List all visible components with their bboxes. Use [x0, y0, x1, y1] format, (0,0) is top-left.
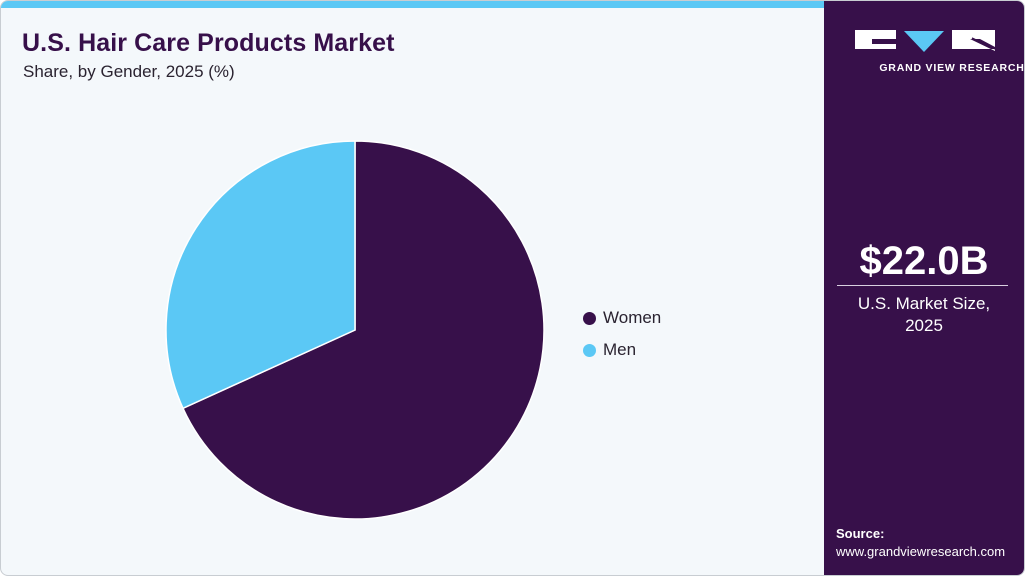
logo-text: GRAND VIEW RESEARCH [879, 62, 1025, 74]
pie-slice-women [181, 140, 545, 520]
market-size-label: U.S. Market Size, 2025 [824, 293, 1024, 337]
source-label: Source: [836, 526, 885, 541]
legend-dot-icon [583, 311, 596, 325]
market-size-label-line1: U.S. Market Size, [857, 294, 991, 313]
pie-chart [165, 140, 545, 520]
market-size-value: $22.0B [859, 239, 989, 283]
pie-slices [165, 140, 545, 520]
chart-legend: Women Men [583, 302, 661, 366]
sidebar-panel: GRAND VIEW RESEARCH $22.0B U.S. Market S… [824, 1, 1024, 575]
legend-item-women: Women [583, 302, 661, 334]
gvr-logo: GRAND VIEW RESEARCH [852, 27, 1024, 74]
pie-slice-men [165, 140, 356, 410]
legend-label: Men [603, 340, 637, 359]
chart-title: U.S. Hair Care Products Market [22, 29, 395, 57]
chart-subtitle: Share, by Gender, 2025 (%) [23, 62, 235, 81]
market-size-label-line2: 2025 [905, 316, 943, 335]
accent-bar [1, 1, 824, 8]
legend-item-men: Men [583, 334, 661, 366]
legend-dot-icon [583, 343, 596, 357]
gvr-logo-icon [855, 30, 996, 52]
divider [837, 285, 1008, 286]
legend-label: Women [603, 308, 662, 327]
source-link[interactable]: www.grandviewresearch.com [836, 544, 1006, 559]
